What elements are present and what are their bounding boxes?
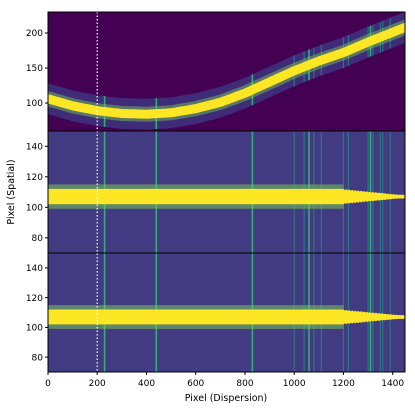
panel-bottom-trace: [48, 309, 344, 325]
y-tick-label: 100: [26, 324, 43, 334]
y-tick-label: 140: [26, 142, 43, 152]
y-tick-label: 140: [26, 264, 43, 274]
panel-middle-trace: [48, 188, 344, 205]
panel-top: [48, 12, 405, 131]
y-axis-label: Pixel (Spatial): [6, 159, 17, 224]
panel-bottom: [48, 253, 405, 372]
y-tick-labels: 100 150 200 80 100 120 140 80 100 120 140: [26, 29, 48, 363]
panel-middle-trace-tail: [340, 189, 405, 205]
x-tick-label: 1400: [381, 379, 404, 389]
y-tick-label: 120: [26, 173, 43, 183]
x-tick-label: 800: [236, 379, 253, 389]
x-tick-label: 600: [187, 379, 204, 389]
x-tick-label: 1200: [332, 379, 355, 389]
trace-blob: [399, 194, 405, 199]
y-tick-label: 150: [26, 64, 43, 74]
x-tick-labels: 0 200 400 600 800 1000 1200 1400: [45, 372, 404, 389]
y-tick-label: 80: [32, 353, 44, 363]
y-tick-label: 100: [26, 99, 43, 109]
panel-bottom-trace-tail: [340, 309, 405, 325]
x-axis-label: Pixel (Dispersion): [185, 393, 268, 404]
y-tick-label: 120: [26, 294, 43, 304]
panel-bottom-frame: [47, 252, 406, 373]
y-tick-label: 100: [26, 203, 43, 213]
panel-top-trace: [48, 22, 405, 119]
x-tick-label: 0: [45, 379, 51, 389]
x-tick-label: 400: [138, 379, 155, 389]
trace-blob: [399, 315, 405, 319]
panel-top-illuminated-band: [48, 12, 405, 130]
y-tick-label: 200: [26, 29, 43, 39]
x-tick-label: 1000: [283, 379, 306, 389]
panel-middle: [48, 131, 405, 253]
y-tick-label: 80: [32, 234, 44, 244]
x-tick-label: 200: [89, 379, 106, 389]
